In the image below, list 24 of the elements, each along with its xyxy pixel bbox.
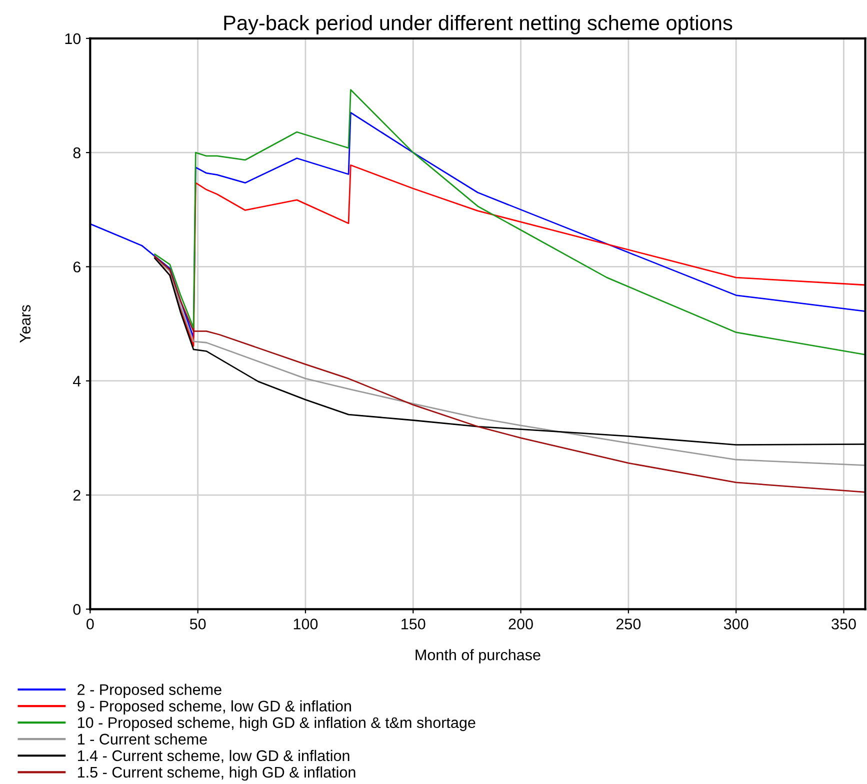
x-tick-label: 250 — [616, 618, 641, 630]
line-series — [154, 89, 866, 356]
x-tick-label: 300 — [724, 618, 748, 630]
x-tick-label: 150 — [402, 618, 426, 630]
legend-label: 1.4 - Current scheme, low GD & inflation — [78, 750, 350, 763]
y-tick-label: 10 — [65, 33, 81, 44]
legend-label: 9 - Proposed scheme, low GD & inflation — [78, 700, 351, 715]
chart-title: Pay-back period under different netting scheme options — [224, 14, 732, 34]
x-tick-label: 100 — [294, 618, 318, 630]
x-tick-label: 0 — [86, 618, 94, 630]
legend-label: 10 - Proposed scheme, high GD & inflation & t&m shortage — [78, 716, 476, 732]
y-tick-label: 8 — [73, 147, 80, 158]
y-tick-label: 0 — [73, 604, 81, 615]
x-tick-label: 50 — [190, 618, 206, 630]
y-axis-title: Years — [20, 305, 31, 343]
legend-label: 1 - Current scheme — [78, 733, 207, 745]
y-tick-label: 2 — [73, 490, 80, 501]
legend-label: 1.5 - Current scheme, high GD & inflation — [78, 766, 356, 781]
x-tick-label: 350 — [832, 618, 856, 630]
x-tick-label: 200 — [508, 618, 533, 630]
y-tick-label: 6 — [73, 262, 80, 272]
legend-label: 2 - Proposed scheme — [78, 684, 222, 698]
x-axis-title: Month of purchase — [416, 649, 540, 664]
y-tick-label: 4 — [72, 376, 81, 386]
